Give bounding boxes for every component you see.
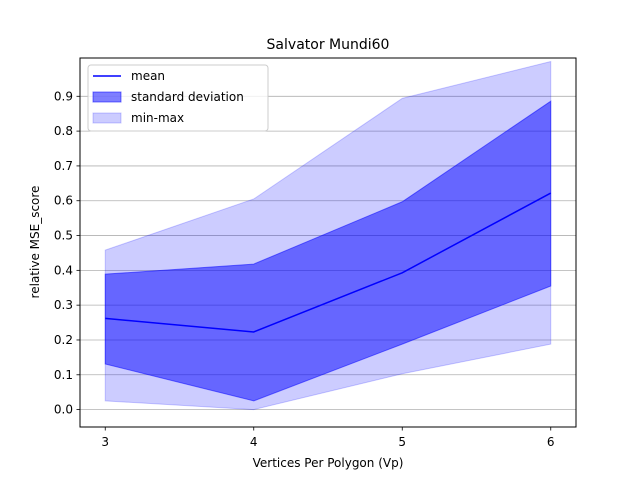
y-tick-label: 0.6 <box>54 194 73 208</box>
legend-label: min-max <box>131 111 184 125</box>
bands <box>104 60 552 411</box>
legend-swatch-standard-deviation <box>92 91 122 103</box>
band-standard-deviation <box>104 100 552 402</box>
y-tick-label: 0.5 <box>54 229 73 243</box>
plot-frame <box>79 57 577 428</box>
y-tick-label: 0.8 <box>54 124 73 138</box>
x-axis-label: Vertices Per Polygon (Vp) <box>253 456 404 470</box>
y-tick-label: 0.0 <box>54 403 73 417</box>
y-axis-label: relative MSE_score <box>28 186 42 299</box>
x-tick-label: 4 <box>250 435 258 449</box>
y-tick-label: 0.9 <box>54 89 73 103</box>
x-tick-label: 5 <box>398 435 406 449</box>
series-lines <box>105 192 552 333</box>
legend-label: mean <box>131 69 165 83</box>
legend-label: standard deviation <box>131 90 244 104</box>
chart-title: Salvator Mundi60 <box>267 37 390 53</box>
x-tick-label: 6 <box>547 435 555 449</box>
legend: mean standard deviation min-max <box>87 64 269 132</box>
mean-line <box>105 192 552 333</box>
y-tick-label: 0.4 <box>54 263 73 277</box>
x-axis-ticks: 3 4 5 6 <box>101 427 555 449</box>
y-tick-label: 0.1 <box>54 368 73 382</box>
y-tick-label: 0.7 <box>54 159 73 173</box>
y-tick-label: 0.2 <box>54 333 73 347</box>
y-axis-ticks: 0.0 0.1 0.2 0.3 0.4 0.5 0.6 0.7 0.8 0.9 <box>54 89 80 417</box>
y-tick-label: 0.3 <box>54 298 73 312</box>
legend-swatch-min-max <box>92 112 122 124</box>
x-tick-label: 3 <box>101 435 109 449</box>
legend-box <box>87 64 269 132</box>
